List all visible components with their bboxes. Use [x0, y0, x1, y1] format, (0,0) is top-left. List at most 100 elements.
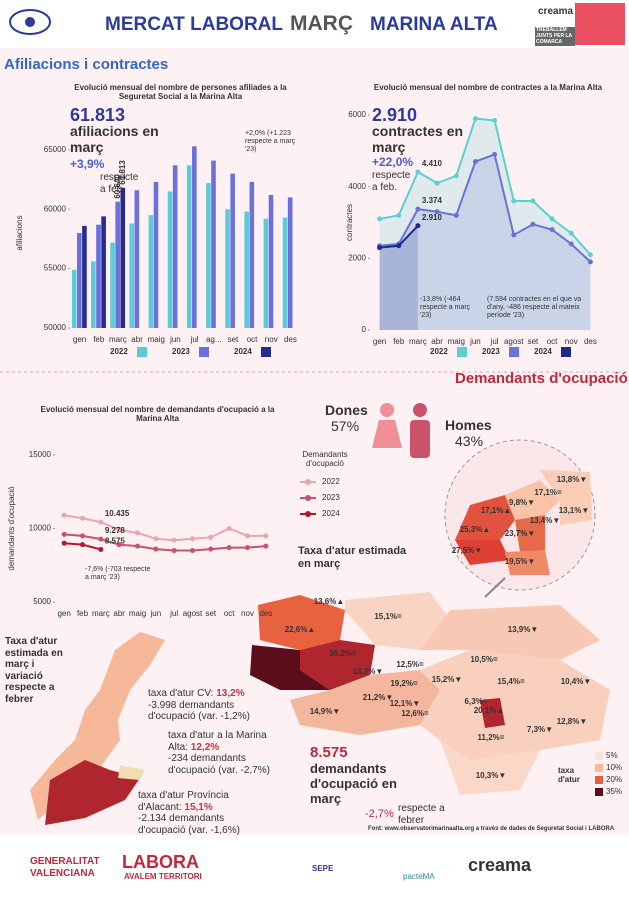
- bar: [115, 201, 120, 328]
- bar: [148, 215, 154, 328]
- point: [190, 548, 195, 554]
- point: [434, 180, 440, 186]
- line: [64, 514, 266, 542]
- y-axis-label: demandants d'ocupació: [7, 486, 16, 571]
- map-zone: [345, 592, 450, 650]
- x-tick-label: jul: [169, 609, 178, 618]
- point: [98, 546, 104, 552]
- bar: [186, 165, 192, 328]
- x-tick-label: des: [284, 335, 297, 344]
- x-tick-label: feb: [93, 335, 105, 344]
- legend-swatch: [595, 764, 603, 772]
- y-tick-label: 60000: [44, 204, 67, 213]
- bar: [167, 191, 173, 328]
- point: [245, 533, 250, 539]
- source: Font: www.observatorimarinaalta.org a tr…: [368, 826, 615, 832]
- change-label: respecte a feb.: [100, 172, 139, 195]
- bar: [71, 269, 77, 328]
- woman-icon: [380, 403, 394, 417]
- cv-map: [30, 632, 165, 825]
- bar: [263, 218, 269, 328]
- map-label: 15,1%=: [374, 612, 402, 621]
- big-value: 61.813: [70, 105, 126, 125]
- title: MERCAT LABORAL: [105, 14, 284, 35]
- point: [472, 159, 478, 165]
- section-title: Demandants d'ocupació: [455, 370, 628, 387]
- alacant-region: [45, 760, 140, 825]
- y-tick-label: 5000: [33, 597, 51, 606]
- legend-label: 5%: [606, 751, 618, 760]
- legend-label: 35%: [606, 787, 622, 796]
- summary-label: demandants d'ocupació en març: [310, 761, 397, 806]
- map-label: 22,6%▲: [285, 625, 316, 634]
- brand-sub: TREBALLEM JUNTS PER LA COMARCA: [535, 27, 575, 47]
- man-icon: [410, 420, 430, 458]
- point: [549, 227, 555, 233]
- legend-title: Demandants d'ocupació: [302, 450, 348, 469]
- woman-icon: [372, 420, 402, 448]
- bar: [129, 223, 135, 328]
- area: [379, 225, 418, 330]
- map-label: 25,3%▲: [460, 525, 491, 534]
- legend-label: 2022: [322, 477, 340, 486]
- bar: [244, 211, 250, 328]
- legend-swatch: [509, 347, 519, 357]
- big-label: contractes en març: [372, 123, 464, 156]
- man-icon: [413, 403, 427, 417]
- legend-label: 2022: [430, 347, 448, 356]
- sdg-logo: [575, 3, 625, 45]
- x-tick-label: jul: [190, 335, 199, 344]
- bar: [82, 225, 87, 328]
- point: [434, 209, 440, 215]
- bar: [211, 160, 216, 328]
- point: [568, 241, 574, 247]
- chart-title: Evolució mensual del nombre de contracte…: [373, 83, 603, 92]
- legend-swatch: [561, 347, 571, 357]
- annotation: (7.594 contractes en el que va d'any, -4…: [487, 296, 582, 320]
- map-zone: [440, 740, 540, 795]
- map-label: 15,2%▼: [432, 675, 463, 684]
- point: [80, 542, 85, 548]
- map-zone: [420, 650, 610, 760]
- legend-swatch: [305, 511, 311, 517]
- point: [135, 530, 140, 536]
- bar: [282, 217, 288, 328]
- rate: 12,2%: [190, 741, 220, 753]
- footer-logo: AVALEM TERRITORI: [124, 872, 202, 881]
- label: taxa d'atur Província d'Alacant:: [138, 790, 229, 813]
- map-title: Taxa d'atur estimada en març: [298, 545, 407, 570]
- point: [171, 548, 177, 554]
- footer-band: [0, 835, 629, 900]
- point: [61, 512, 67, 518]
- map-label: 10,4%▼: [561, 677, 592, 686]
- point: [226, 545, 232, 551]
- rate: 13,2%: [216, 688, 245, 699]
- x-tick-label: nov: [565, 337, 578, 346]
- value-label: 10.435: [105, 509, 130, 518]
- legend-swatch: [595, 752, 603, 760]
- point: [453, 212, 459, 218]
- map-legend-title: taxa d'atur: [558, 766, 580, 785]
- x-tick-label: feb: [77, 609, 89, 618]
- map-label: 17,1%=: [534, 488, 562, 497]
- summary-value: 8.575: [310, 744, 348, 761]
- point: [568, 230, 574, 236]
- point: [190, 536, 195, 542]
- legend-label: 2023: [482, 347, 500, 356]
- y-axis-label: contractes: [345, 204, 354, 241]
- change: -234 demandants d'ocupació (var. -2,7%): [168, 753, 270, 776]
- map-label: 19,5%▼: [505, 557, 536, 566]
- change: -3.998 demandants d'ocupació (var. -1,2%…: [148, 699, 250, 723]
- annotation: -7,6% (-703 respecte a març '23): [85, 566, 151, 582]
- summary-change-label: respecte a febrer: [398, 803, 445, 826]
- map-zone: [455, 540, 510, 565]
- map-zone: [258, 595, 345, 650]
- point: [587, 259, 593, 265]
- point: [492, 151, 498, 157]
- map-zone: [420, 605, 600, 660]
- value-label: 61.813: [118, 160, 127, 185]
- x-tick-label: nov: [265, 335, 278, 344]
- map-zone: [540, 470, 592, 525]
- x-tick-label: març: [92, 609, 110, 618]
- map-label: 10,5%=: [470, 655, 498, 664]
